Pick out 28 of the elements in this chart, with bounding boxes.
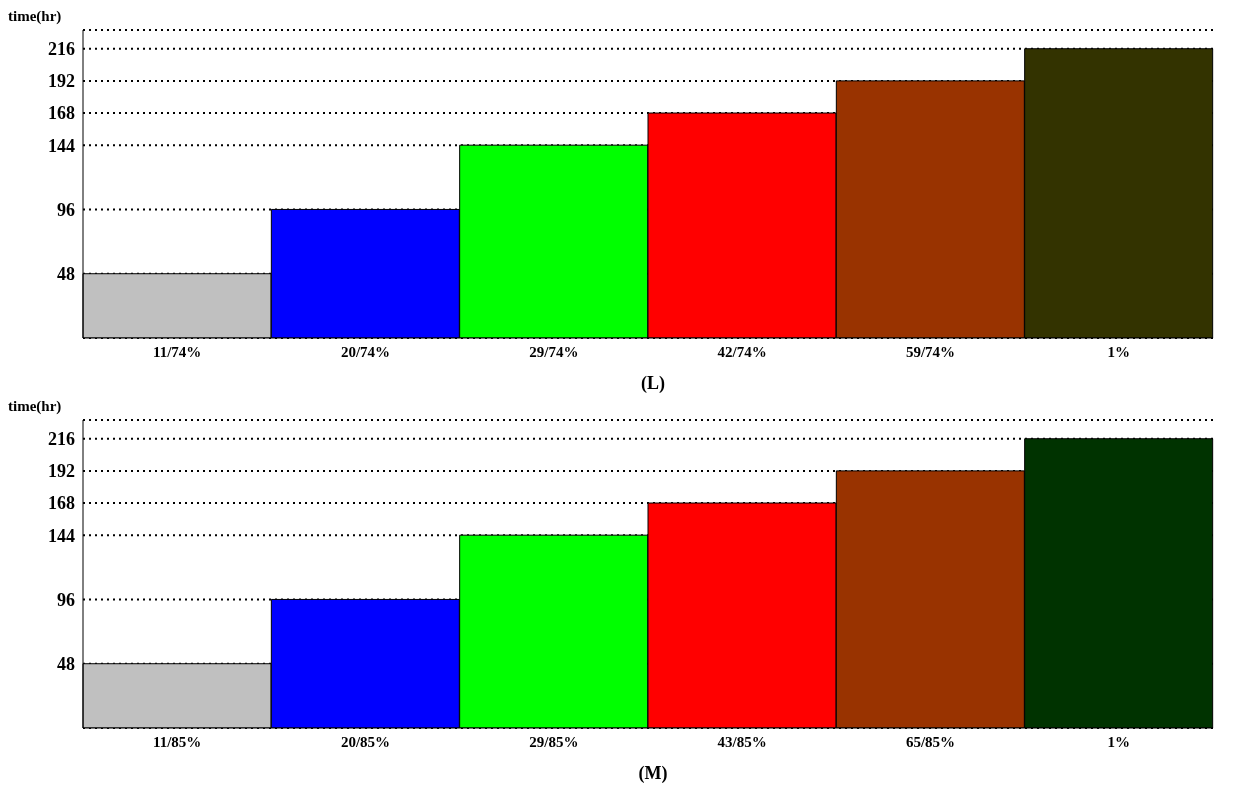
y-tick-label: 216 (48, 39, 75, 60)
y-tick-label: 144 (48, 525, 75, 546)
y-axis-title: time(hr) (8, 398, 62, 415)
x-tick-label: 29/74% (529, 343, 579, 360)
y-tick-label: 96 (57, 199, 75, 220)
x-tick-label: 43/85% (717, 733, 767, 750)
y-tick-label: 48 (57, 264, 75, 285)
x-tick-label: 59/74% (905, 343, 956, 360)
y-tick-label: 168 (48, 493, 75, 514)
y-tick-label: 216 (48, 429, 75, 450)
x-tick-label: 42/74% (717, 343, 767, 360)
y-tick-label: 48 (57, 654, 75, 675)
x-tick-label: 20/85% (340, 733, 391, 750)
y-tick-label: 168 (48, 103, 75, 124)
x-tick-label: 1% (1107, 343, 1131, 360)
y-axis-title: time(hr) (8, 8, 62, 25)
y-tick-label: 192 (48, 71, 75, 92)
y-tick-label: 96 (57, 589, 75, 610)
x-tick-label: 11/74% (152, 343, 202, 360)
x-tick-label: 11/85% (152, 733, 202, 750)
x-axis-title: (M) (637, 763, 669, 784)
y-tick-label: 192 (48, 461, 75, 482)
x-tick-label: 65/85% (905, 733, 956, 750)
y-tick-label: 144 (48, 135, 75, 156)
x-axis-title: (L) (640, 373, 666, 394)
x-tick-label: 29/85% (529, 733, 579, 750)
x-tick-label: 20/74% (340, 343, 391, 360)
x-tick-label: 1% (1107, 733, 1131, 750)
